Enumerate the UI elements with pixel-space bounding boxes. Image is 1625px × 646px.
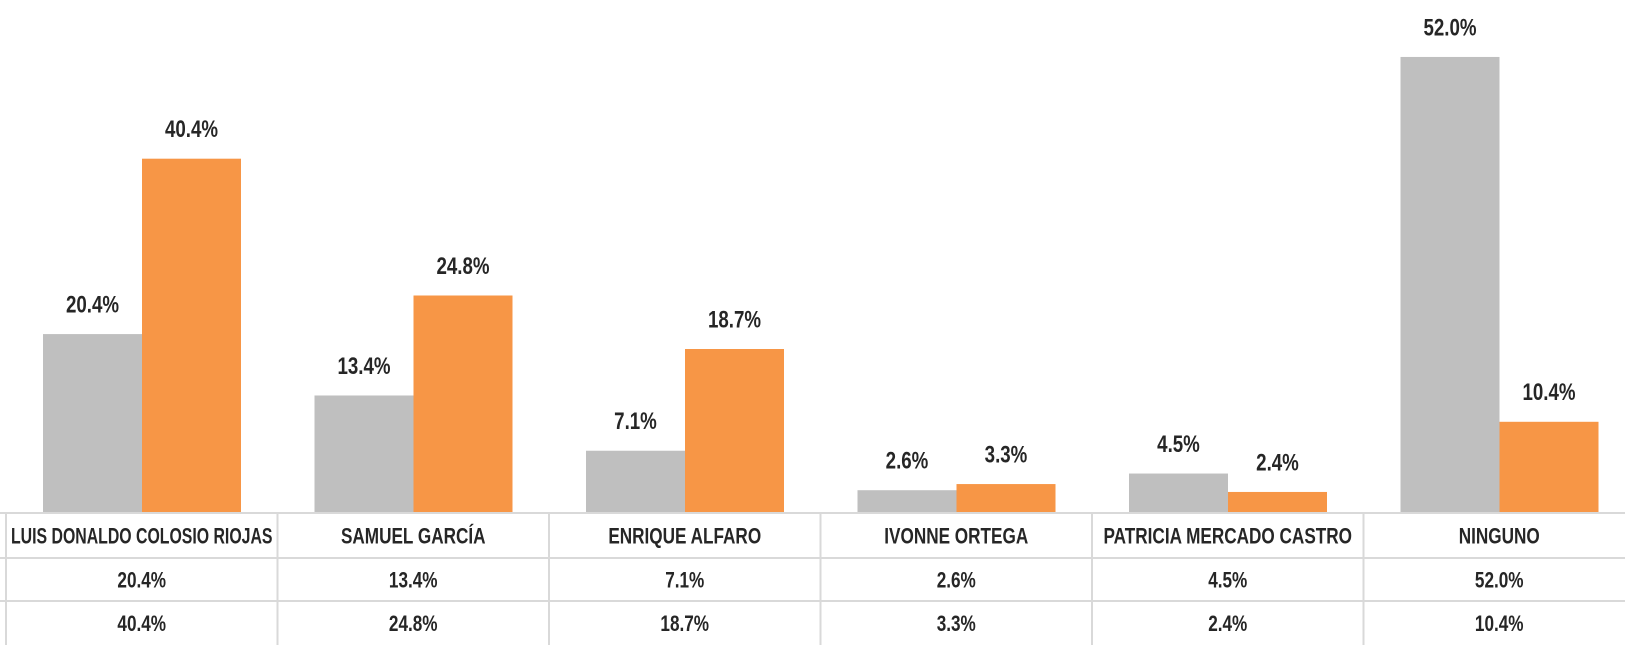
- table-cell: 52.0%: [1475, 567, 1524, 592]
- data-label: 2.4%: [1256, 449, 1299, 476]
- data-label: 7.1%: [614, 408, 657, 435]
- table-header: ENRIQUE ALFARO: [608, 523, 761, 548]
- bar: [142, 158, 241, 513]
- bar: [43, 334, 142, 513]
- data-label: 18.7%: [708, 306, 761, 333]
- data-label: 52.0%: [1423, 14, 1476, 41]
- bar: [413, 295, 513, 513]
- bar: [586, 450, 685, 513]
- table-cell: 3.3%: [937, 611, 976, 636]
- table-header: PATRICIA MERCADO CASTRO: [1103, 523, 1352, 548]
- data-label: 3.3%: [985, 441, 1028, 468]
- table-cell: 10.4%: [1475, 611, 1524, 636]
- bar: [1400, 56, 1500, 514]
- data-label: 2.6%: [886, 448, 929, 475]
- table-cell: 2.6%: [937, 567, 976, 592]
- data-label: 40.4%: [165, 116, 218, 143]
- data-label: 24.8%: [436, 253, 489, 280]
- table-cell: 24.8%: [389, 611, 438, 636]
- table-cell: 2.4%: [1208, 611, 1247, 636]
- table-cell: 4.5%: [1208, 567, 1247, 592]
- table-cell: 13.4%: [389, 567, 438, 592]
- table-cell: 20.4%: [117, 567, 166, 592]
- bar: [956, 484, 1056, 513]
- bar: [1499, 421, 1599, 513]
- bar: [314, 395, 414, 513]
- table-cell: 18.7%: [660, 611, 709, 636]
- table-cell: 40.4%: [117, 611, 166, 636]
- bar: [857, 490, 957, 513]
- data-label: 4.5%: [1157, 431, 1200, 458]
- data-label: 10.4%: [1522, 379, 1575, 406]
- table-header: NINGUNO: [1459, 523, 1540, 548]
- data-label: 20.4%: [66, 291, 119, 318]
- data-label: 13.4%: [337, 353, 390, 380]
- bar: [1228, 491, 1327, 513]
- table-header: LUIS DONALDO COLOSIO RIOJAS: [11, 523, 273, 548]
- table-cell: 7.1%: [665, 567, 704, 592]
- table-header: SAMUEL GARCÍA: [341, 523, 486, 548]
- bar: [1129, 473, 1228, 513]
- table-header: IVONNE ORTEGA: [884, 523, 1028, 548]
- bar: [685, 349, 784, 513]
